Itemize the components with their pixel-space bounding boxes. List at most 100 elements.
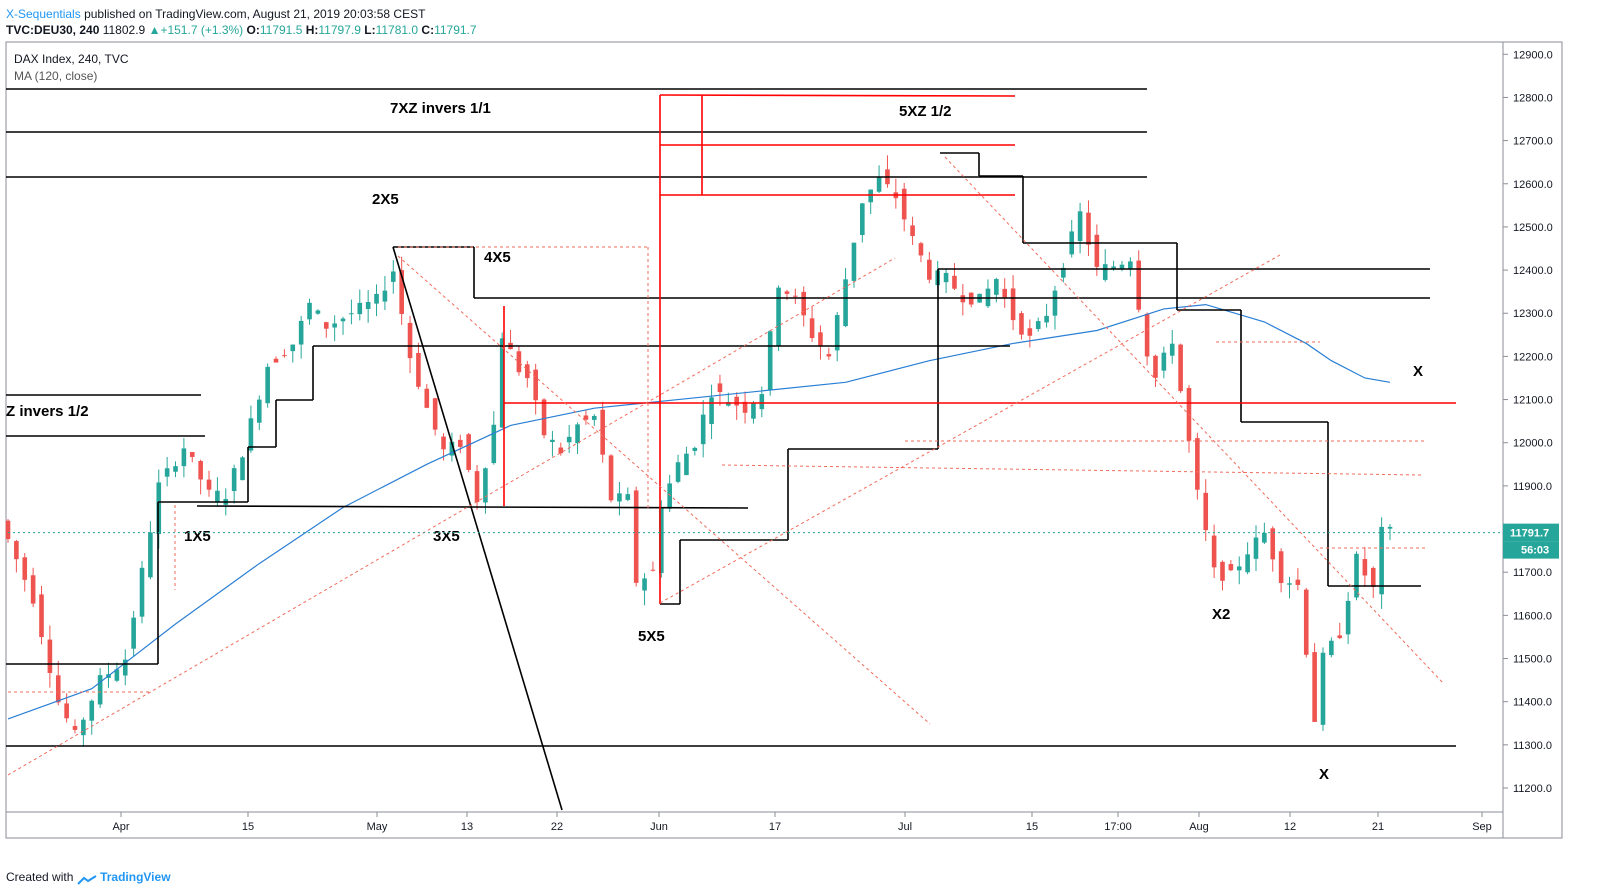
candle-body bbox=[591, 415, 597, 420]
up-arrow-icon: ▲ bbox=[148, 23, 161, 37]
time-axis[interactable]: Apr 15 May 13 22 Jun 17 Jul 15 17:00 Aug 12 21 Sep bbox=[112, 812, 1492, 833]
candle-body bbox=[457, 439, 463, 447]
y-tick-label: 12500.0 bbox=[1513, 222, 1553, 234]
x-tick-label: 21 bbox=[1372, 821, 1384, 833]
candle-body bbox=[466, 434, 471, 470]
x-tick-label: Jun bbox=[650, 821, 668, 833]
candle-body bbox=[1002, 288, 1008, 298]
candle-body bbox=[64, 703, 69, 719]
y-tick-label: 12300.0 bbox=[1513, 308, 1553, 320]
candle-body bbox=[667, 483, 672, 509]
candle-body bbox=[491, 424, 497, 464]
candle-body bbox=[1077, 211, 1083, 242]
y-tick-label: 11900.0 bbox=[1513, 481, 1552, 493]
drawing-line bbox=[392, 246, 563, 811]
candle-body bbox=[349, 313, 354, 315]
countdown-tag-bg bbox=[1503, 541, 1559, 559]
low-value: 11781.0 bbox=[375, 23, 419, 37]
candle-body bbox=[876, 176, 882, 192]
annotation-label: 2X5 bbox=[372, 191, 399, 208]
candle-body bbox=[1354, 553, 1359, 598]
drawing-line bbox=[7, 257, 896, 776]
countdown-value: 56:03 bbox=[1521, 545, 1549, 557]
y-tick-label: 11500.0 bbox=[1513, 654, 1552, 666]
drawing-line bbox=[721, 464, 1422, 476]
candle-body bbox=[97, 675, 103, 705]
candle-body bbox=[1136, 260, 1142, 310]
candle-body bbox=[340, 318, 346, 322]
candle-body bbox=[5, 520, 11, 540]
annotation-label: X2 bbox=[1212, 606, 1230, 623]
price-axis[interactable]: 11200.0 11300.0 11400.0 11500.0 11600.0 11700… bbox=[1503, 49, 1553, 795]
candle-body bbox=[717, 383, 723, 392]
candle-body bbox=[533, 369, 538, 401]
candle-body bbox=[499, 338, 505, 428]
candle-body bbox=[801, 291, 807, 316]
annotation-label: 1X5 bbox=[184, 528, 211, 545]
candle-body bbox=[131, 617, 136, 649]
candle-body bbox=[726, 402, 731, 406]
candle-body bbox=[927, 259, 932, 280]
annotation-label: 4X5 bbox=[484, 249, 511, 266]
candle-body bbox=[943, 272, 949, 283]
created-with-label: Created with bbox=[6, 870, 74, 884]
candle-body bbox=[240, 457, 245, 481]
candle-body bbox=[541, 399, 547, 436]
candle-body bbox=[952, 275, 957, 289]
candle-body bbox=[424, 388, 430, 408]
candle-body bbox=[1111, 266, 1116, 269]
candle-body bbox=[416, 352, 421, 387]
candle-body bbox=[1094, 234, 1100, 267]
high-label: H: bbox=[305, 23, 319, 37]
legend-title: DAX Index, 240, TVC bbox=[14, 52, 129, 66]
candle-body bbox=[1019, 313, 1024, 335]
low-label: L: bbox=[364, 23, 376, 37]
candle-body bbox=[843, 279, 848, 327]
candle-body bbox=[834, 315, 840, 351]
publish-header: X-Sequentials published on TradingView.c… bbox=[6, 6, 425, 22]
ohlc-bar: TVC:DEU30, 240 11802.9 ▲+151.7 (+1.3%) O… bbox=[6, 22, 477, 38]
candle-body bbox=[231, 468, 237, 492]
y-tick-label: 12800.0 bbox=[1513, 92, 1553, 104]
candle-body bbox=[1119, 264, 1125, 269]
candle-body bbox=[1320, 652, 1326, 725]
candle-body bbox=[709, 397, 714, 425]
x-tick-label: 15 bbox=[1026, 821, 1038, 833]
x-tick-label: 17:00 bbox=[1104, 821, 1132, 833]
candle-body bbox=[1312, 652, 1317, 722]
candle-body bbox=[189, 452, 195, 457]
candle-body bbox=[1295, 579, 1301, 585]
y-tick-label: 12100.0 bbox=[1513, 395, 1553, 407]
candle-body bbox=[315, 310, 321, 314]
candle-body bbox=[47, 639, 53, 673]
tradingview-logo-icon bbox=[77, 873, 97, 885]
candle-body bbox=[1220, 561, 1225, 581]
candle-body bbox=[122, 659, 128, 676]
x-tick-label: Sep bbox=[1472, 821, 1492, 833]
open-label: O: bbox=[246, 23, 260, 37]
x-tick-label: 17 bbox=[769, 821, 781, 833]
candle-body bbox=[290, 344, 296, 352]
candle-body bbox=[901, 188, 907, 220]
candle-body bbox=[474, 471, 480, 503]
y-tick-label: 11300.0 bbox=[1513, 740, 1552, 752]
candle-body bbox=[181, 448, 187, 467]
x-tick-label: Aug bbox=[1189, 821, 1209, 833]
candle-body bbox=[1329, 640, 1334, 656]
author-link[interactable]: X-Sequentials bbox=[6, 7, 81, 21]
footer: Created with TradingView bbox=[6, 869, 171, 885]
drawing-line bbox=[397, 255, 931, 725]
candle-body bbox=[22, 557, 28, 580]
legend: DAX Index, 240, TVC MA (120, close) bbox=[14, 52, 129, 83]
last-price: 11802.9 bbox=[102, 23, 146, 37]
moving-average-line bbox=[7, 303, 1391, 720]
tradingview-link[interactable]: TradingView bbox=[100, 870, 171, 884]
x-tick-label: 22 bbox=[551, 821, 563, 833]
candle-body bbox=[818, 332, 823, 347]
y-tick-label: 11400.0 bbox=[1513, 697, 1552, 709]
candle-body bbox=[1203, 492, 1209, 531]
candle-body bbox=[256, 399, 262, 423]
candle-body bbox=[1245, 554, 1250, 573]
x-tick-label: Jul bbox=[898, 821, 912, 833]
